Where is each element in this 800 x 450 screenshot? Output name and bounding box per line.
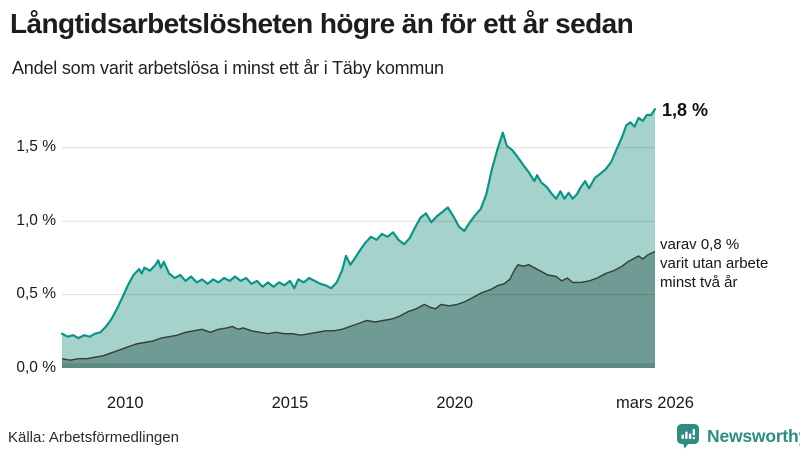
- series-min-two-years-area: [62, 251, 655, 368]
- x-tick-label: 2020: [436, 394, 474, 412]
- newsworthy-bubble-chart-icon: [677, 424, 699, 449]
- x-axis-baseline: [62, 363, 655, 368]
- series-min-one-year-line: [60, 108, 657, 340]
- page-title: Långtidsarbetslösheten högre än för ett …: [10, 8, 634, 39]
- x-tick-label: 2010: [106, 394, 144, 412]
- end-value-label: 1,8 %: [662, 100, 709, 120]
- series-min-two-years-line: [61, 250, 656, 361]
- x-tick-label: 2015: [271, 394, 309, 412]
- y-tick-label: 1,0 %: [16, 211, 56, 229]
- y-tick-label: 0,5 %: [16, 285, 56, 303]
- x-tick-label: mars 2026: [616, 394, 694, 412]
- chart-subtitle: Andel som varit arbetslösa i minst ett å…: [12, 58, 444, 78]
- newsworthy-logo: Newsworthy: [676, 423, 800, 449]
- series2-annotation: varav 0,8 % varit utan arbete minst två …: [660, 236, 769, 291]
- y-tick-label: 1,5 %: [16, 138, 56, 156]
- source-caption: Källa: Arbetsförmedlingen: [8, 429, 179, 446]
- y-tick-label: 0,0 %: [16, 358, 56, 376]
- newsworthy-wordmark: Newsworthy: [707, 425, 800, 446]
